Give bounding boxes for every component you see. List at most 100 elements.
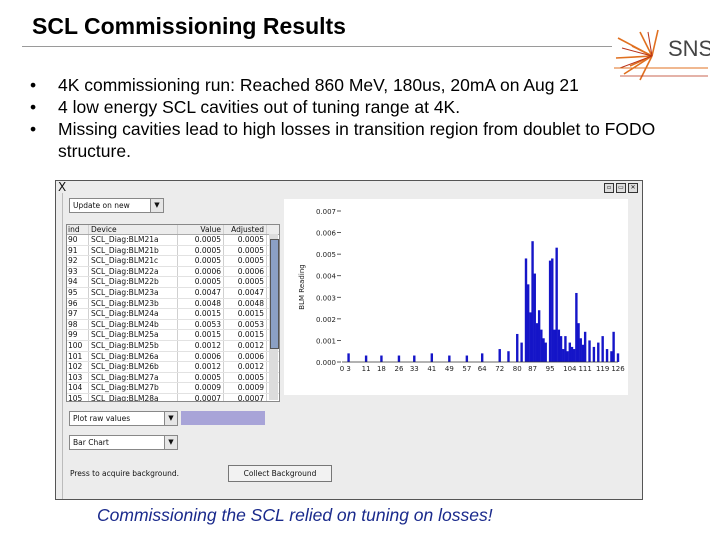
table-row[interactable]: 95 SCL_Diag:BLM23a 0.0047 0.0047	[67, 287, 279, 299]
column-header[interactable]: Device	[89, 225, 178, 234]
table-cell: SCL_Diag:BLM28a	[89, 393, 178, 401]
chart-bar	[364, 355, 368, 362]
chart-bar	[380, 355, 383, 362]
chart-bar	[529, 312, 532, 362]
chart-bar	[601, 336, 604, 362]
chart-bar	[592, 346, 596, 362]
chart-bar	[581, 344, 585, 362]
chart-bar	[612, 331, 615, 362]
window-close-icon[interactable]: ✕	[628, 183, 638, 193]
y-tick-label: 0.005	[316, 251, 336, 259]
table-cell: 0.0015	[224, 309, 267, 319]
table-row[interactable]: 104 SCL_Diag:BLM27b 0.0009 0.0009	[67, 383, 279, 394]
x-tick-label: 57	[462, 365, 471, 373]
bullet-text: 4 low energy SCL cavities out of tuning …	[58, 97, 461, 117]
chart-bar	[413, 355, 416, 362]
table-row[interactable]: 98 SCL_Diag:BLM24b 0.0053 0.0053	[67, 319, 279, 331]
chart-bar	[553, 329, 556, 362]
table-row[interactable]: 100 SCL_Diag:BLM25b 0.0012 0.0012	[67, 340, 279, 352]
color-swatch[interactable]	[181, 411, 265, 425]
chart-bar	[537, 310, 541, 362]
table-cell: 96	[67, 298, 89, 309]
table-cell: SCL_Diag:BLM21a	[89, 235, 178, 245]
y-tick-label: 0.003	[316, 294, 336, 302]
table-row[interactable]: 91 SCL_Diag:BLM21b 0.0005 0.0005	[67, 245, 279, 257]
chart-bar	[555, 247, 558, 362]
table-row[interactable]: 102 SCL_Diag:BLM26b 0.0012 0.0012	[67, 362, 279, 373]
x-tick-label: 95	[546, 365, 555, 373]
x-tick-label: 11	[362, 365, 371, 373]
blm-viewer-window: X ▫ ▭ ✕ Update on new ▼ ind Device Value…	[55, 180, 643, 500]
column-header[interactable]: ind	[67, 225, 89, 234]
table-row[interactable]: 92 SCL_Diag:BLM21c 0.0005 0.0005	[67, 256, 279, 267]
chart-bar	[531, 241, 534, 362]
chart-bar	[480, 353, 484, 362]
column-header[interactable]: Value	[178, 225, 224, 234]
blm-table[interactable]: ind Device Value Adjusted 90 SCL_Diag:BLM…	[66, 224, 280, 402]
update-mode-select[interactable]: Update on new ▼	[69, 198, 164, 213]
bullet-text: Missing cavities lead to high losses in …	[58, 119, 656, 161]
table-row[interactable]: 99 SCL_Diag:BLM25a 0.0015 0.0015	[67, 330, 279, 341]
chart-bar	[540, 329, 543, 362]
chart-bar	[559, 336, 563, 362]
panel-divider	[62, 193, 63, 499]
table-cell: 0.0005	[224, 256, 267, 266]
table-cell: 0.0015	[178, 309, 224, 319]
table-row[interactable]: 97 SCL_Diag:BLM24a 0.0015 0.0015	[67, 309, 279, 320]
table-row[interactable]: 103 SCL_Diag:BLM27a 0.0005 0.0005	[67, 372, 279, 384]
x-tick-label: 72	[495, 365, 504, 373]
table-cell: 0.0015	[178, 330, 224, 340]
chart-bar	[507, 351, 510, 362]
chart-bar	[533, 273, 536, 362]
x-tick-label: 26	[394, 365, 403, 373]
logo-text: SNS	[668, 36, 710, 61]
table-cell: 102	[67, 362, 89, 372]
table-row[interactable]: 93 SCL_Diag:BLM22a 0.0006 0.0006	[67, 266, 279, 278]
chart-bar	[544, 342, 547, 362]
scrollbar-thumb[interactable]	[270, 239, 279, 349]
table-cell: 0.0005	[178, 372, 224, 383]
table-row[interactable]: 96 SCL_Diag:BLM23b 0.0048 0.0048	[67, 298, 279, 310]
chart-type-select[interactable]: Bar Chart ▼	[69, 435, 178, 450]
minimize-icon[interactable]: ▫	[604, 183, 614, 193]
plot-mode-select[interactable]: Plot raw values ▼	[69, 411, 178, 426]
table-row[interactable]: 90 SCL_Diag:BLM21a 0.0005 0.0005	[67, 235, 279, 246]
maximize-icon[interactable]: ▭	[616, 183, 626, 193]
table-cell: 0.0006	[178, 351, 224, 362]
chart-bar	[562, 349, 565, 362]
x-tick-label: 87	[528, 365, 537, 373]
x-tick-label: 126	[611, 365, 625, 373]
y-axis-label: BLM Reading	[298, 264, 306, 309]
chart-bar	[548, 260, 552, 362]
table-cell: 0.0012	[224, 362, 267, 372]
table-cell: 0.0048	[178, 298, 224, 309]
table-cell: 0.0015	[224, 330, 267, 340]
chart-bar	[575, 292, 578, 362]
table-cell: 0.0005	[224, 245, 267, 256]
table-cell: 100	[67, 340, 89, 351]
table-cell: 0.0005	[178, 277, 224, 287]
chart-bar	[448, 355, 451, 362]
table-cell: 0.0006	[224, 351, 267, 362]
chart-bar	[557, 329, 561, 362]
y-tick-label: 0.002	[316, 316, 336, 324]
table-cell: 105	[67, 393, 89, 401]
table-row[interactable]: 94 SCL_Diag:BLM22b 0.0005 0.0005	[67, 277, 279, 288]
collect-background-button[interactable]: Collect Background	[228, 465, 332, 482]
close-icon[interactable]: X	[58, 180, 67, 194]
table-row[interactable]: 101 SCL_Diag:BLM26a 0.0006 0.0006	[67, 351, 279, 363]
chart-bar	[568, 342, 572, 362]
chart-bar	[570, 346, 574, 362]
table-cell: 0.0012	[178, 362, 224, 372]
chevron-down-icon: ▼	[164, 436, 177, 449]
table-cell: SCL_Diag:BLM25a	[89, 330, 178, 340]
x-tick-label: 80	[513, 365, 522, 373]
table-cell: 0.0005	[178, 256, 224, 266]
bullet-dot: •	[30, 119, 37, 139]
table-cell: 0.0006	[178, 266, 224, 277]
column-header[interactable]: Adjusted	[224, 225, 267, 234]
table-cell: 97	[67, 309, 89, 319]
table-cell: SCL_Diag:BLM26b	[89, 362, 178, 372]
table-row[interactable]: 105 SCL_Diag:BLM28a 0.0007 0.0007	[67, 393, 279, 401]
chart-bar	[498, 349, 501, 362]
